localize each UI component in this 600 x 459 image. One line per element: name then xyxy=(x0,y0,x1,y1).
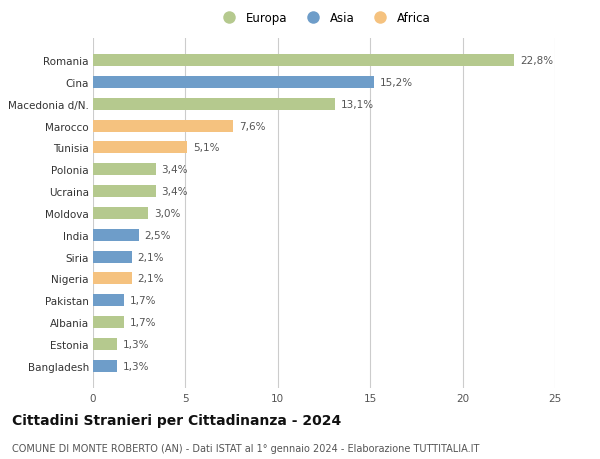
Text: 2,1%: 2,1% xyxy=(137,252,164,262)
Bar xyxy=(93,142,187,154)
Bar xyxy=(93,273,132,285)
Bar xyxy=(93,164,156,176)
Legend: Europa, Asia, Africa: Europa, Asia, Africa xyxy=(212,7,436,30)
Bar xyxy=(93,185,156,198)
Text: 13,1%: 13,1% xyxy=(341,100,374,109)
Text: 2,5%: 2,5% xyxy=(145,230,171,240)
Bar xyxy=(93,338,117,350)
Bar xyxy=(93,316,124,328)
Text: 22,8%: 22,8% xyxy=(520,56,553,66)
Bar xyxy=(93,207,148,219)
Bar xyxy=(93,229,139,241)
Text: 5,1%: 5,1% xyxy=(193,143,219,153)
Text: 3,4%: 3,4% xyxy=(161,165,188,175)
Bar xyxy=(93,251,132,263)
Text: 2,1%: 2,1% xyxy=(137,274,164,284)
Text: 7,6%: 7,6% xyxy=(239,121,265,131)
Bar xyxy=(93,295,124,307)
Text: COMUNE DI MONTE ROBERTO (AN) - Dati ISTAT al 1° gennaio 2024 - Elaborazione TUTT: COMUNE DI MONTE ROBERTO (AN) - Dati ISTA… xyxy=(12,443,479,453)
Text: Cittadini Stranieri per Cittadinanza - 2024: Cittadini Stranieri per Cittadinanza - 2… xyxy=(12,413,341,427)
Bar xyxy=(93,99,335,111)
Bar xyxy=(93,55,514,67)
Bar xyxy=(93,120,233,132)
Text: 1,7%: 1,7% xyxy=(130,318,157,327)
Text: 1,3%: 1,3% xyxy=(122,339,149,349)
Bar xyxy=(93,77,374,89)
Text: 1,3%: 1,3% xyxy=(122,361,149,371)
Text: 3,0%: 3,0% xyxy=(154,208,181,218)
Text: 15,2%: 15,2% xyxy=(379,78,413,88)
Text: 1,7%: 1,7% xyxy=(130,296,157,306)
Bar xyxy=(93,360,117,372)
Text: 3,4%: 3,4% xyxy=(161,187,188,196)
